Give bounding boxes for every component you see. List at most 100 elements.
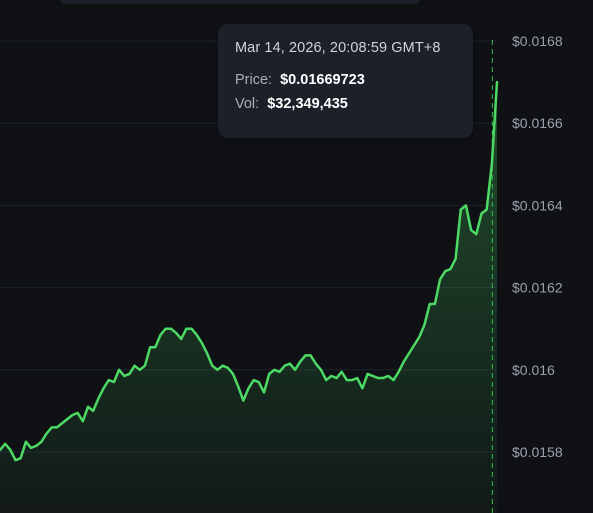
price-point	[294, 369, 296, 371]
price-point	[252, 379, 254, 381]
price-point	[454, 258, 456, 260]
price-point	[413, 344, 415, 346]
price-point	[356, 377, 358, 379]
price-point	[278, 371, 280, 373]
price-point	[491, 163, 493, 165]
price-point	[372, 375, 374, 377]
price-point	[315, 362, 317, 364]
price-point	[9, 449, 11, 451]
price-point	[40, 441, 42, 443]
price-point	[397, 371, 399, 373]
y-tick-label: $0.0162	[512, 280, 563, 296]
price-tooltip: Mar 14, 2026, 20:08:59 GMT+8 Price: $0.0…	[218, 24, 473, 138]
price-point	[76, 412, 78, 414]
y-tick-label: $0.0168	[512, 33, 563, 49]
y-tick-label: $0.0164	[512, 197, 563, 213]
price-point	[496, 81, 498, 83]
top-panel-edge	[60, 0, 420, 4]
price-point	[159, 334, 161, 336]
price-point	[92, 410, 94, 412]
price-point	[82, 420, 84, 422]
price-point	[299, 360, 301, 362]
tooltip-price-value: $0.01669723	[280, 72, 365, 88]
y-tick-label: $0.016	[512, 362, 555, 378]
price-point	[320, 369, 322, 371]
price-point	[221, 364, 223, 366]
price-point	[87, 406, 89, 408]
price-point	[14, 459, 16, 461]
tooltip-volume-label: Vol:	[235, 96, 260, 112]
price-point	[35, 445, 37, 447]
price-point	[128, 373, 130, 375]
price-point	[392, 379, 394, 381]
price-point	[154, 346, 156, 348]
price-point	[133, 364, 135, 366]
price-point	[377, 377, 379, 379]
price-point	[485, 208, 487, 210]
price-point	[242, 399, 244, 401]
price-point	[71, 414, 73, 416]
price-point	[465, 204, 467, 206]
price-point	[387, 375, 389, 377]
price-point	[97, 397, 99, 399]
price-point	[340, 371, 342, 373]
price-point	[382, 377, 384, 379]
price-point	[325, 379, 327, 381]
price-point	[346, 379, 348, 381]
price-point	[423, 323, 425, 325]
price-point	[108, 379, 110, 381]
price-point	[175, 332, 177, 334]
price-point	[258, 381, 260, 383]
price-point	[185, 328, 187, 330]
price-point	[273, 369, 275, 371]
price-point	[102, 387, 104, 389]
y-tick-label: $0.0166	[512, 115, 563, 131]
price-point	[470, 229, 472, 231]
price-point	[232, 373, 234, 375]
price-point	[25, 441, 27, 443]
price-point	[149, 346, 151, 348]
tooltip-timestamp: Mar 14, 2026, 20:08:59 GMT+8	[235, 40, 441, 56]
price-point	[216, 369, 218, 371]
price-point	[403, 360, 405, 362]
price-point	[56, 426, 58, 428]
price-point	[196, 334, 198, 336]
price-point	[351, 379, 353, 381]
price-point	[118, 369, 120, 371]
price-point	[289, 362, 291, 364]
price-point	[304, 354, 306, 356]
price-point	[144, 364, 146, 366]
price-point	[61, 422, 63, 424]
price-point	[227, 367, 229, 369]
price-point	[268, 373, 270, 375]
price-area-fill	[0, 82, 497, 513]
price-point	[66, 418, 68, 420]
price-point	[30, 447, 32, 449]
price-point	[45, 432, 47, 434]
price-point	[201, 342, 203, 344]
price-point	[211, 364, 213, 366]
price-point	[180, 338, 182, 340]
price-point	[247, 387, 249, 389]
price-point	[139, 369, 141, 371]
price-point	[170, 328, 172, 330]
price-point	[460, 208, 462, 210]
price-point	[480, 212, 482, 214]
tooltip-price-label: Price:	[235, 72, 273, 88]
price-point	[20, 457, 22, 459]
price-point	[263, 391, 265, 393]
price-point	[444, 270, 446, 272]
price-point	[428, 303, 430, 305]
tooltip-price-row: Price: $0.01669723	[235, 72, 457, 88]
price-point	[113, 381, 115, 383]
price-point	[330, 375, 332, 377]
price-point	[418, 336, 420, 338]
price-point	[4, 443, 6, 445]
price-point	[206, 352, 208, 354]
price-point	[164, 328, 166, 330]
price-line	[0, 80, 499, 462]
price-point	[51, 426, 53, 428]
price-point	[434, 303, 436, 305]
tooltip-volume-value: $32,349,435	[267, 96, 348, 112]
y-tick-label: $0.0158	[512, 444, 563, 460]
